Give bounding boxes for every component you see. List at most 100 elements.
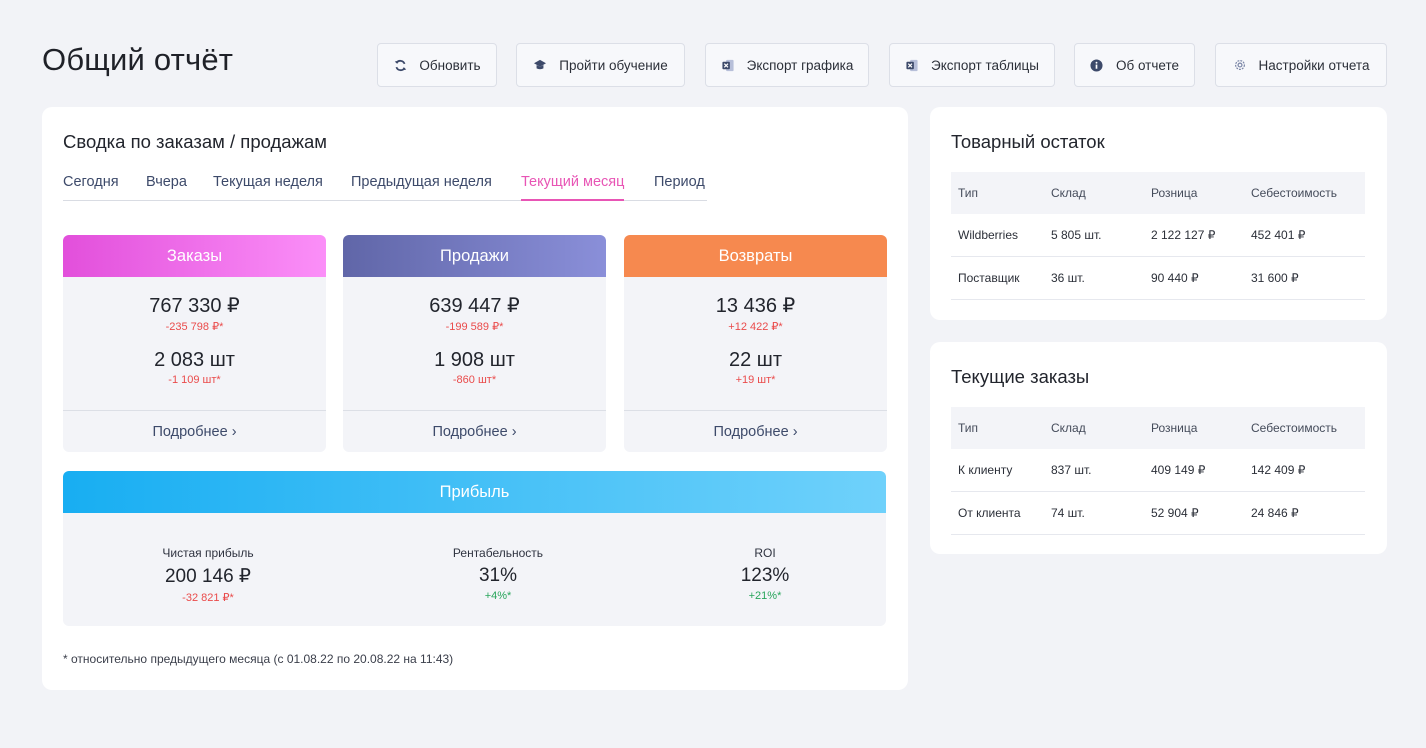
gear-icon bbox=[1233, 58, 1247, 72]
cell-cost: 31 600 ₽ bbox=[1251, 271, 1299, 285]
tab-current-month[interactable]: Текущий месяц bbox=[521, 174, 625, 201]
cell-type: От клиента bbox=[958, 506, 1021, 520]
cell-warehouse: 74 шт. bbox=[1051, 506, 1085, 520]
table-row: Поставщик 36 шт. 90 440 ₽ 31 600 ₽ bbox=[951, 257, 1365, 300]
col-warehouse: Склад bbox=[1051, 186, 1086, 200]
returns-amount-delta: +12 422 ₽* bbox=[728, 321, 783, 333]
export-chart-button-label: Экспорт графика bbox=[746, 57, 854, 73]
profit-panel: Прибыль Чистая прибыль 200 146 ₽ -32 821… bbox=[63, 471, 886, 626]
about-report-button-label: Об отчете bbox=[1115, 57, 1179, 73]
export-table-button[interactable]: Экспорт таблицы bbox=[889, 43, 1055, 87]
roi-value: 123% bbox=[740, 565, 790, 586]
report-settings-button[interactable]: Настройки отчета bbox=[1215, 43, 1387, 87]
col-type: Тип bbox=[958, 421, 979, 435]
col-retail: Розница bbox=[1151, 186, 1198, 200]
profitability-delta: +4%* bbox=[484, 590, 512, 602]
profitability-value: 31% bbox=[478, 565, 518, 586]
sales-amount: 639 447 ₽ bbox=[429, 295, 520, 317]
sales-card-title: Продажи bbox=[343, 235, 606, 277]
orders-card: Заказы 767 330 ₽ -235 798 ₽* 2 083 шт -1… bbox=[63, 235, 326, 452]
stock-table: Тип Склад Розница Себестоимость Wildberr… bbox=[951, 172, 1365, 300]
sales-more-link[interactable]: Подробнее › bbox=[343, 410, 606, 452]
returns-more-link[interactable]: Подробнее › bbox=[624, 410, 887, 452]
stock-card: Товарный остаток Тип Склад Розница Себес… bbox=[930, 107, 1387, 320]
excel-icon bbox=[721, 58, 735, 72]
current-orders-table: Тип Склад Розница Себестоимость К клиент… bbox=[951, 407, 1365, 535]
returns-card: Возвраты 13 436 ₽ +12 422 ₽* 22 шт +19 ш… bbox=[624, 235, 887, 452]
cell-type: Wildberries bbox=[958, 228, 1019, 242]
graduation-cap-icon bbox=[533, 58, 547, 72]
col-retail: Розница bbox=[1151, 421, 1198, 435]
roi-label: ROI bbox=[754, 546, 776, 560]
sales-card: Продажи 639 447 ₽ -199 589 ₽* 1 908 шт -… bbox=[343, 235, 606, 452]
orders-qty: 2 083 шт bbox=[154, 349, 235, 371]
cell-cost: 24 846 ₽ bbox=[1251, 506, 1299, 520]
summary-card: Сводка по заказам / продажам Сегодня Вче… bbox=[42, 107, 908, 690]
table-row: К клиенту 837 шт. 409 149 ₽ 142 409 ₽ bbox=[951, 449, 1365, 492]
profitability-label: Рентабельность bbox=[452, 546, 544, 560]
export-chart-button[interactable]: Экспорт графика bbox=[705, 43, 869, 87]
profit-title: Прибыль bbox=[63, 471, 886, 513]
report-settings-button-label: Настройки отчета bbox=[1258, 57, 1370, 73]
returns-amount: 13 436 ₽ bbox=[715, 295, 796, 317]
cell-warehouse: 5 805 шт. bbox=[1051, 228, 1102, 242]
period-tabs: Сегодня Вчера Текущая неделя Предыдущая … bbox=[63, 174, 707, 201]
sales-qty-delta: -860 шт* bbox=[452, 374, 497, 386]
orders-amount: 767 330 ₽ bbox=[149, 295, 240, 317]
summary-title: Сводка по заказам / продажам bbox=[63, 131, 327, 152]
tab-today[interactable]: Сегодня bbox=[63, 174, 119, 190]
net-profit: Чистая прибыль 200 146 ₽ -32 821 ₽* bbox=[108, 546, 308, 604]
table-row: Wildberries 5 805 шт. 2 122 127 ₽ 452 40… bbox=[951, 214, 1365, 257]
tab-current-week[interactable]: Текущая неделя bbox=[213, 174, 323, 190]
current-orders-title: Текущие заказы bbox=[951, 366, 1090, 387]
cell-retail: 52 904 ₽ bbox=[1151, 506, 1199, 520]
cell-retail: 409 149 ₽ bbox=[1151, 463, 1206, 477]
col-cost: Себестоимость bbox=[1251, 186, 1338, 200]
refresh-button-label: Обновить bbox=[419, 57, 481, 73]
export-table-button-label: Экспорт таблицы bbox=[931, 57, 1039, 73]
cell-retail: 2 122 127 ₽ bbox=[1151, 228, 1216, 242]
current-orders-card: Текущие заказы Тип Склад Розница Себесто… bbox=[930, 342, 1387, 554]
cell-warehouse: 837 шт. bbox=[1051, 463, 1092, 477]
table-header: Тип Склад Розница Себестоимость bbox=[951, 407, 1365, 449]
net-profit-label: Чистая прибыль bbox=[162, 546, 254, 560]
tab-yesterday[interactable]: Вчера bbox=[146, 174, 187, 190]
sales-qty: 1 908 шт bbox=[434, 349, 515, 371]
col-cost: Себестоимость bbox=[1251, 421, 1338, 435]
col-warehouse: Склад bbox=[1051, 421, 1086, 435]
returns-card-title: Возвраты bbox=[624, 235, 887, 277]
refresh-icon bbox=[393, 58, 407, 72]
table-header: Тип Склад Розница Себестоимость bbox=[951, 172, 1365, 214]
net-profit-value: 200 146 ₽ bbox=[164, 566, 252, 587]
training-button-label: Пройти обучение bbox=[559, 57, 668, 73]
roi: ROI 123% +21%* bbox=[665, 546, 865, 602]
col-type: Тип bbox=[958, 186, 979, 200]
excel-icon bbox=[905, 58, 919, 72]
returns-qty-delta: +19 шт* bbox=[735, 374, 776, 386]
orders-amount-delta: -235 798 ₽* bbox=[165, 321, 224, 333]
cell-retail: 90 440 ₽ bbox=[1151, 271, 1199, 285]
sales-amount-delta: -199 589 ₽* bbox=[445, 321, 504, 333]
table-row: От клиента 74 шт. 52 904 ₽ 24 846 ₽ bbox=[951, 492, 1365, 535]
orders-qty-delta: -1 109 шт* bbox=[168, 374, 221, 386]
page-title: Общий отчёт bbox=[42, 42, 234, 77]
orders-more-link[interactable]: Подробнее › bbox=[63, 410, 326, 452]
stock-title: Товарный остаток bbox=[951, 131, 1105, 152]
cell-type: К клиенту bbox=[958, 463, 1013, 477]
cell-cost: 452 401 ₽ bbox=[1251, 228, 1306, 242]
profitability: Рентабельность 31% +4%* bbox=[398, 546, 598, 602]
tab-period[interactable]: Период bbox=[654, 174, 705, 190]
orders-card-title: Заказы bbox=[63, 235, 326, 277]
about-report-button[interactable]: Об отчете bbox=[1074, 43, 1195, 87]
cell-warehouse: 36 шт. bbox=[1051, 271, 1085, 285]
tab-previous-week[interactable]: Предыдущая неделя bbox=[351, 174, 492, 190]
training-button[interactable]: Пройти обучение bbox=[516, 43, 685, 87]
cell-type: Поставщик bbox=[958, 271, 1020, 285]
info-icon bbox=[1090, 58, 1104, 72]
footnote: * относительно предыдущего месяца (с 01.… bbox=[63, 652, 454, 666]
roi-delta: +21%* bbox=[748, 590, 782, 602]
returns-qty: 22 шт bbox=[728, 349, 782, 371]
net-profit-delta: -32 821 ₽* bbox=[182, 592, 234, 604]
refresh-button[interactable]: Обновить bbox=[377, 43, 497, 87]
cell-cost: 142 409 ₽ bbox=[1251, 463, 1306, 477]
